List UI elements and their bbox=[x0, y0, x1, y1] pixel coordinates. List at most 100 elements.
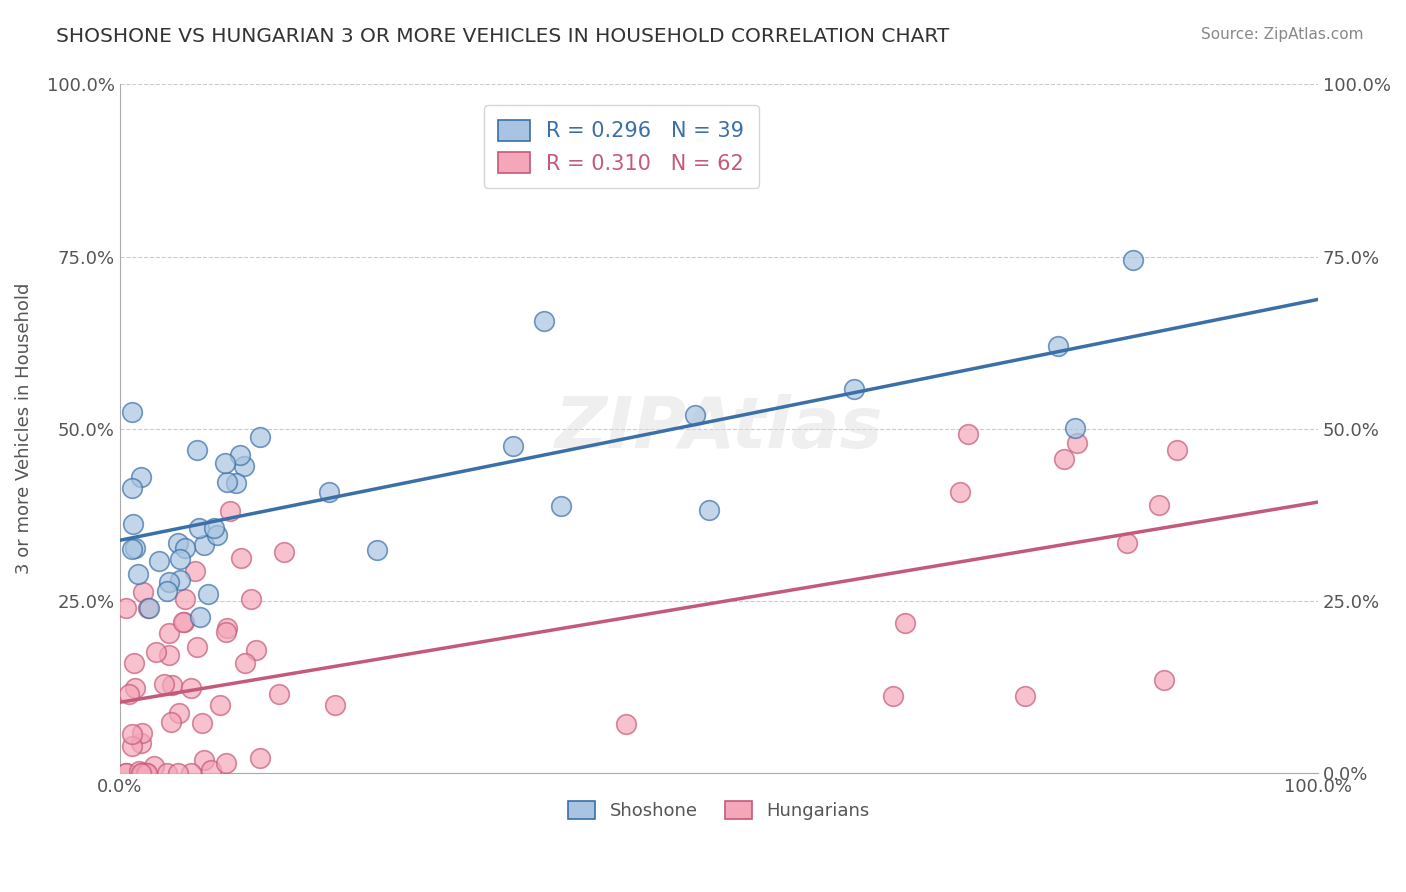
Point bbox=[205, 528, 228, 542]
Point bbox=[366, 543, 388, 558]
Point bbox=[193, 538, 215, 552]
Point bbox=[143, 759, 166, 773]
Point bbox=[218, 504, 240, 518]
Point bbox=[121, 405, 143, 419]
Point bbox=[232, 459, 254, 474]
Point bbox=[180, 681, 202, 695]
Point bbox=[323, 698, 346, 713]
Point bbox=[550, 499, 572, 513]
Point bbox=[1153, 673, 1175, 687]
Point bbox=[197, 587, 219, 601]
Point bbox=[122, 657, 145, 671]
Point bbox=[1122, 253, 1144, 268]
Point bbox=[214, 624, 236, 639]
Point bbox=[228, 448, 250, 462]
Point bbox=[186, 640, 208, 654]
Point bbox=[215, 475, 238, 489]
Point bbox=[138, 601, 160, 615]
Legend: Shoshone, Hungarians: Shoshone, Hungarians bbox=[555, 788, 883, 832]
Point bbox=[156, 765, 179, 780]
Point bbox=[1064, 421, 1087, 435]
Point bbox=[318, 484, 340, 499]
Point bbox=[184, 564, 207, 578]
Point bbox=[1066, 436, 1088, 450]
Point bbox=[121, 517, 143, 532]
Point bbox=[186, 442, 208, 457]
Point bbox=[844, 382, 866, 396]
Point bbox=[160, 715, 183, 730]
Point bbox=[1047, 339, 1070, 353]
Point bbox=[1116, 536, 1139, 550]
Point bbox=[214, 456, 236, 470]
Point bbox=[135, 765, 157, 780]
Point bbox=[136, 765, 159, 780]
Point bbox=[129, 735, 152, 749]
Point bbox=[174, 592, 197, 607]
Point bbox=[167, 765, 190, 780]
Point bbox=[157, 575, 180, 590]
Point bbox=[193, 753, 215, 767]
Point bbox=[173, 615, 195, 629]
Point bbox=[167, 706, 190, 720]
Point bbox=[153, 677, 176, 691]
Point bbox=[217, 621, 239, 635]
Point bbox=[188, 521, 211, 535]
Point bbox=[138, 601, 160, 615]
Point bbox=[200, 763, 222, 777]
Point bbox=[202, 521, 225, 535]
Point bbox=[169, 573, 191, 587]
Point bbox=[121, 482, 143, 496]
Point bbox=[157, 626, 180, 640]
Point bbox=[145, 645, 167, 659]
Text: ZIPAtlas: ZIPAtlas bbox=[555, 394, 883, 463]
Point bbox=[114, 601, 136, 615]
Point bbox=[190, 610, 212, 624]
Point bbox=[249, 430, 271, 444]
Point bbox=[129, 469, 152, 483]
Point bbox=[180, 765, 202, 780]
Point bbox=[169, 552, 191, 566]
Point bbox=[121, 727, 143, 741]
Point bbox=[131, 765, 153, 780]
Point bbox=[685, 408, 707, 422]
Point bbox=[215, 756, 238, 770]
Point bbox=[1053, 451, 1076, 466]
Point bbox=[156, 584, 179, 599]
Point bbox=[121, 739, 143, 753]
Point bbox=[129, 765, 152, 780]
Text: Source: ZipAtlas.com: Source: ZipAtlas.com bbox=[1201, 27, 1364, 42]
Point bbox=[157, 648, 180, 662]
Point bbox=[1147, 498, 1170, 512]
Point bbox=[269, 687, 291, 701]
Point bbox=[231, 551, 253, 566]
Point bbox=[502, 439, 524, 453]
Point bbox=[124, 541, 146, 555]
Point bbox=[127, 566, 149, 581]
Y-axis label: 3 or more Vehicles in Household: 3 or more Vehicles in Household bbox=[15, 283, 32, 574]
Point bbox=[235, 657, 257, 671]
Point bbox=[166, 536, 188, 550]
Point bbox=[273, 545, 295, 559]
Point bbox=[894, 615, 917, 630]
Point bbox=[131, 726, 153, 740]
Point bbox=[162, 678, 184, 692]
Point bbox=[172, 615, 194, 629]
Point bbox=[245, 643, 267, 657]
Text: SHOSHONE VS HUNGARIAN 3 OR MORE VEHICLES IN HOUSEHOLD CORRELATION CHART: SHOSHONE VS HUNGARIAN 3 OR MORE VEHICLES… bbox=[56, 27, 949, 45]
Point bbox=[121, 542, 143, 557]
Point bbox=[124, 681, 146, 696]
Point bbox=[190, 716, 212, 731]
Point bbox=[614, 717, 637, 731]
Point bbox=[208, 698, 231, 712]
Point bbox=[118, 687, 141, 701]
Point bbox=[948, 485, 970, 500]
Point bbox=[114, 765, 136, 780]
Point bbox=[114, 765, 136, 780]
Point bbox=[882, 690, 904, 704]
Point bbox=[174, 541, 197, 555]
Point bbox=[1166, 443, 1188, 458]
Point bbox=[131, 585, 153, 599]
Point bbox=[1014, 689, 1036, 703]
Point bbox=[240, 591, 263, 606]
Point bbox=[128, 764, 150, 778]
